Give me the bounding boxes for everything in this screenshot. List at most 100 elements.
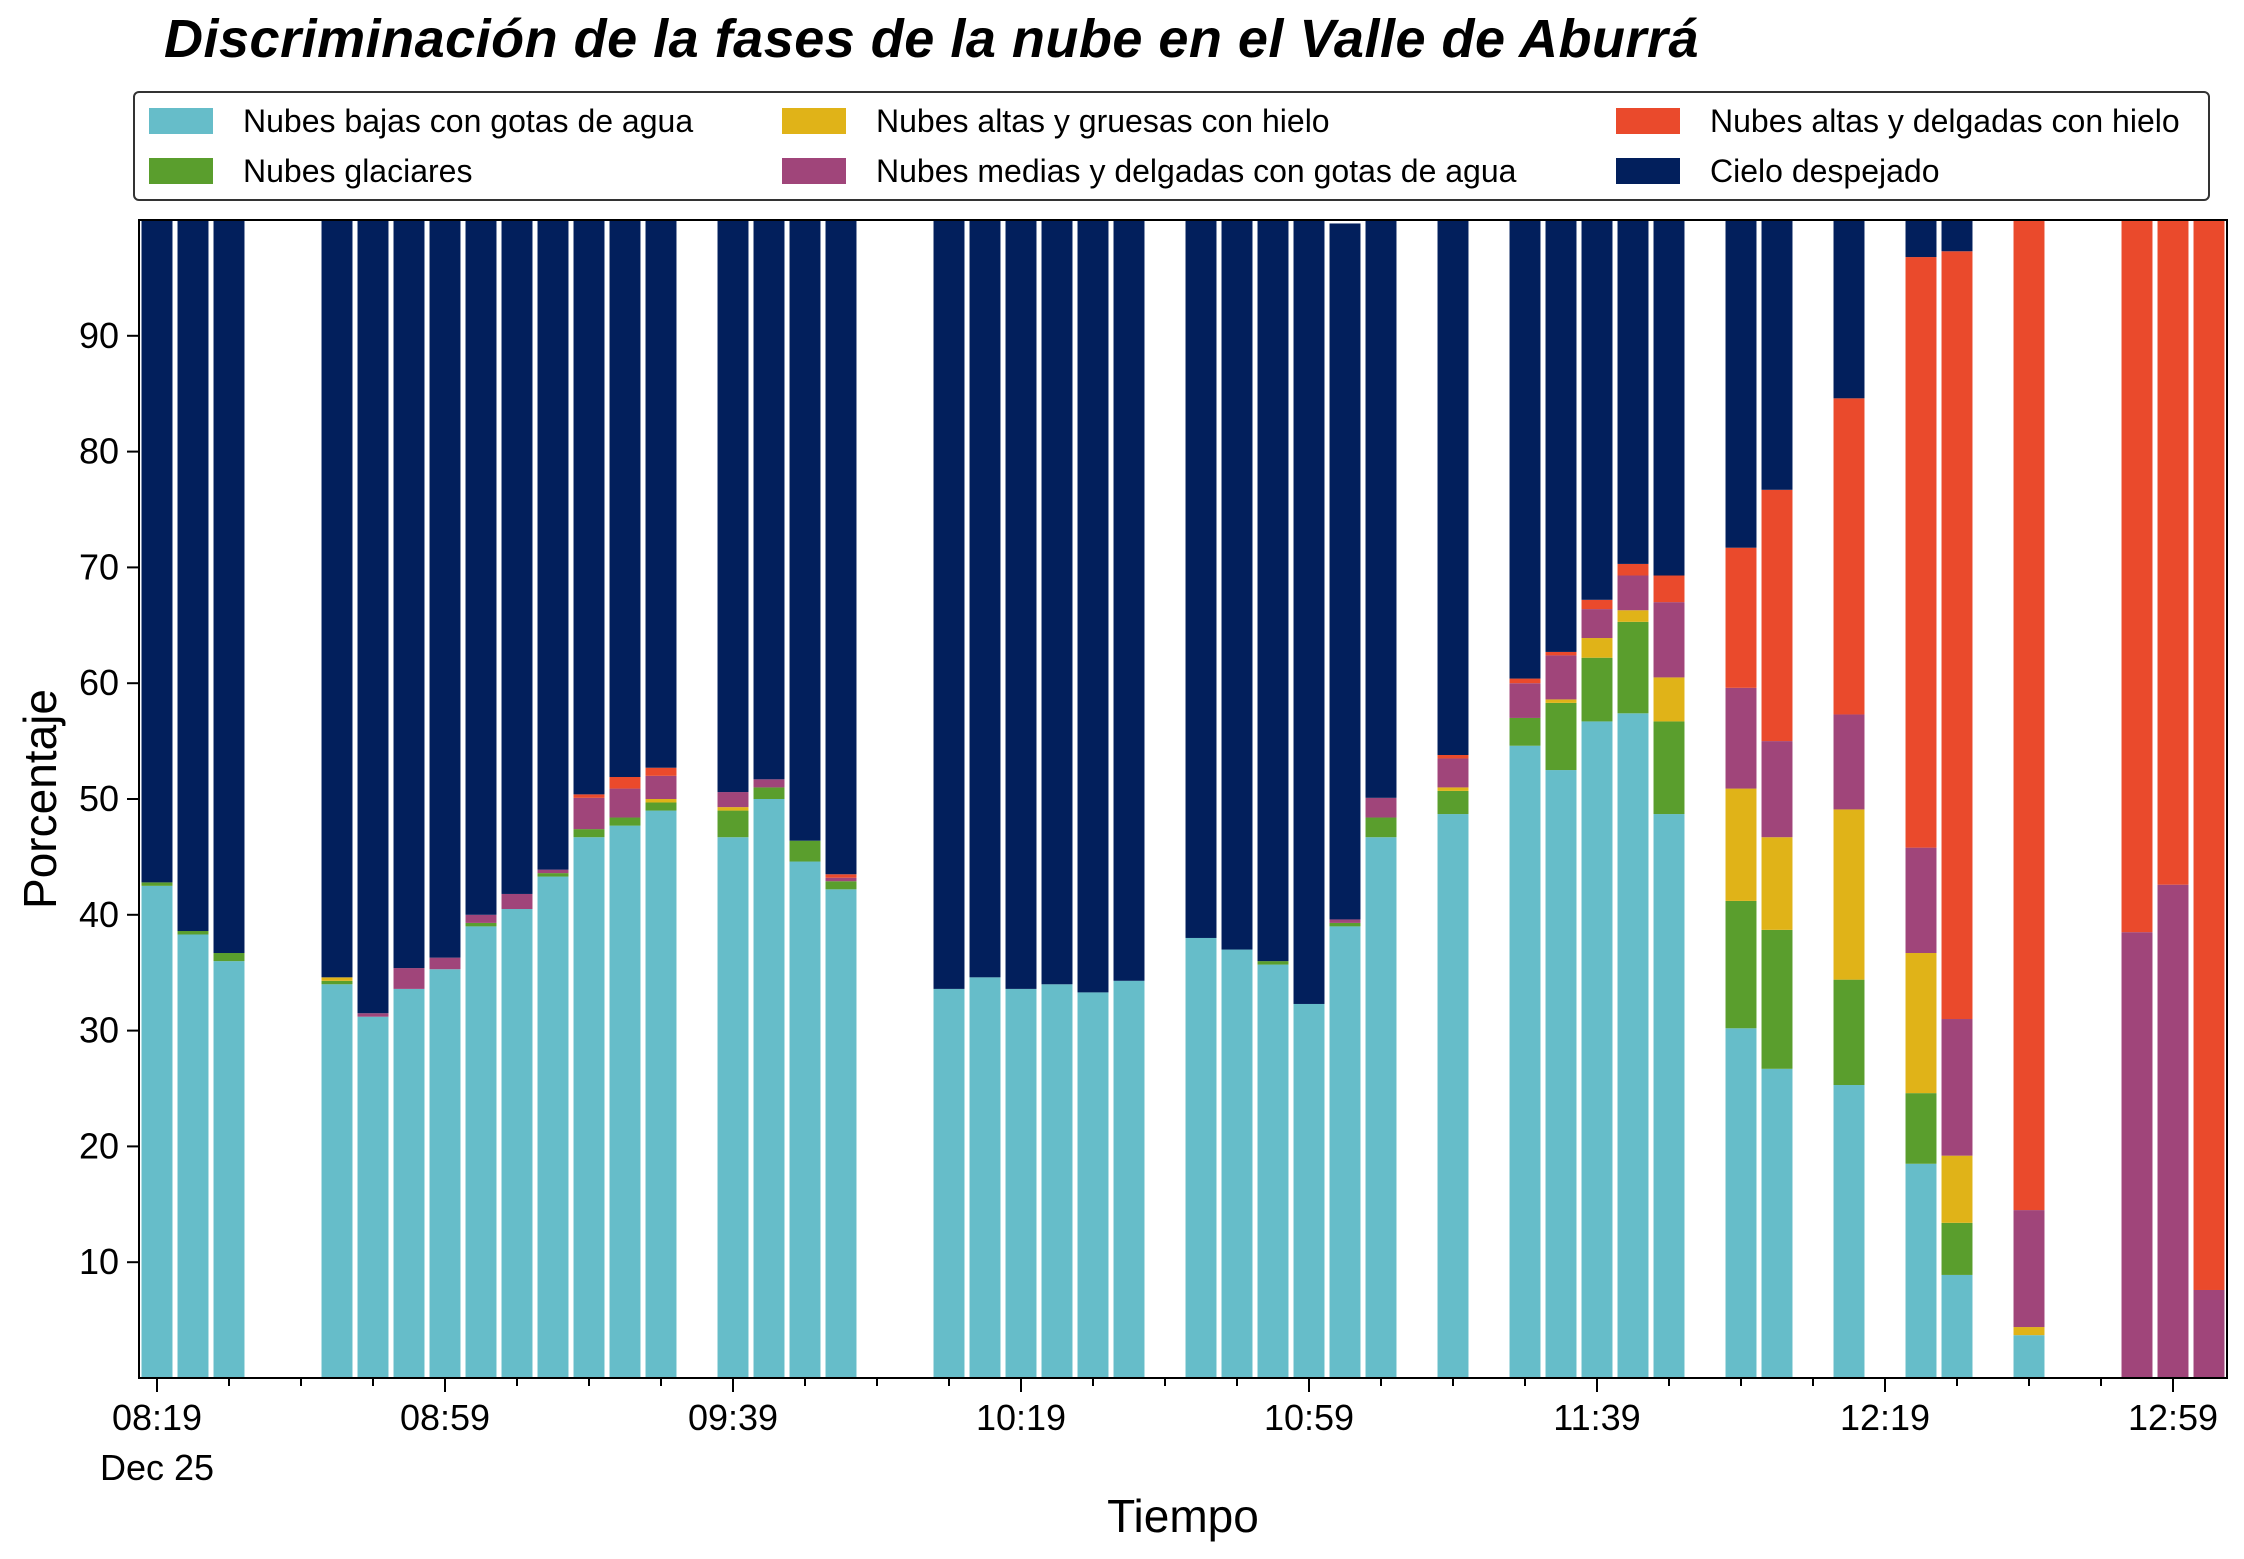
legend-label: Nubes bajas con gotas de agua bbox=[243, 102, 694, 139]
x-tick-label: 08:19 bbox=[112, 1397, 202, 1438]
bar-segment bbox=[1833, 398, 1865, 715]
bar-segment bbox=[1509, 220, 1541, 679]
legend-label: Nubes altas y gruesas con hielo bbox=[876, 102, 1330, 139]
legend-label: Nubes glaciares bbox=[243, 152, 473, 189]
bar-segment bbox=[573, 837, 605, 1378]
bar-segment bbox=[645, 799, 677, 803]
bar-segment bbox=[645, 767, 677, 776]
bar-segment bbox=[321, 977, 353, 981]
bar-segment bbox=[1941, 220, 1973, 252]
bar-segment bbox=[321, 980, 353, 985]
bar-segment bbox=[1113, 980, 1145, 1378]
bar-segment bbox=[1221, 949, 1253, 1378]
y-axis: 10 20 30 40 50 60 70 80 90 bbox=[79, 315, 139, 1282]
bar-segment bbox=[1329, 919, 1361, 923]
legend-label: Nubes altas y delgadas con hielo bbox=[1710, 102, 2180, 139]
bar-segment bbox=[501, 893, 533, 910]
bar-segment bbox=[1329, 223, 1361, 920]
bar-segment bbox=[2013, 1210, 2045, 1328]
bar-segment bbox=[1041, 984, 1073, 1378]
bar-segment bbox=[1581, 638, 1613, 658]
bar-segment bbox=[717, 837, 749, 1378]
x-tick-date-label: Dec 25 bbox=[100, 1447, 214, 1488]
legend-swatch bbox=[782, 108, 846, 134]
bar-segment bbox=[1725, 900, 1757, 1029]
x-tick-label: 10:19 bbox=[976, 1397, 1066, 1438]
bar-segment bbox=[1365, 220, 1397, 798]
bar-segment bbox=[1617, 220, 1649, 564]
bar-segment bbox=[1617, 575, 1649, 611]
legend-item: Nubes bajas con gotas de agua bbox=[149, 97, 693, 145]
bar-segment bbox=[1545, 702, 1577, 771]
bar-segment bbox=[609, 788, 641, 818]
bar-segment bbox=[933, 988, 965, 1378]
bar-segment bbox=[645, 775, 677, 799]
bar-segment bbox=[1509, 717, 1541, 746]
bar-segment bbox=[1221, 220, 1253, 950]
bar-segment bbox=[1725, 1028, 1757, 1378]
bar-segment bbox=[1545, 651, 1577, 656]
bar-segment bbox=[573, 220, 605, 795]
bar-segment bbox=[717, 792, 749, 808]
bar-segment bbox=[1077, 220, 1109, 993]
y-tick-label: 30 bbox=[79, 1010, 119, 1051]
bar-segment bbox=[1185, 937, 1217, 1378]
bar-segment bbox=[2193, 1289, 2225, 1378]
y-tick-label: 10 bbox=[79, 1241, 119, 1282]
legend-label: Nubes medias y delgadas con gotas de agu… bbox=[876, 152, 1517, 189]
bar-segment bbox=[537, 220, 569, 870]
bar-segment bbox=[1617, 621, 1649, 714]
bar-segment bbox=[1905, 257, 1937, 848]
bar-segment bbox=[465, 926, 497, 1378]
y-tick-label: 60 bbox=[79, 662, 119, 703]
x-tick-label: 12:59 bbox=[2128, 1397, 2218, 1438]
bar-segment bbox=[1545, 770, 1577, 1378]
bar-segment bbox=[825, 874, 857, 878]
bar-segment bbox=[1437, 787, 1469, 791]
y-tick-label: 80 bbox=[79, 431, 119, 472]
bar-segment bbox=[573, 829, 605, 838]
bar-segment bbox=[1005, 988, 1037, 1378]
bar-segment bbox=[1617, 610, 1649, 622]
bar-segment bbox=[465, 220, 497, 915]
bar-segment bbox=[609, 825, 641, 1378]
bar-segment bbox=[1725, 687, 1757, 789]
bar-segment bbox=[1509, 683, 1541, 718]
bar-segment bbox=[645, 802, 677, 811]
x-axis-label: Tiempo bbox=[1107, 1490, 1259, 1542]
legend-item: Nubes altas y delgadas con hielo bbox=[1616, 97, 2180, 145]
bar-segment bbox=[1293, 1003, 1325, 1378]
bar-segment bbox=[1113, 220, 1145, 981]
bar-segment bbox=[969, 977, 1001, 1378]
bar-segment bbox=[393, 220, 425, 969]
bar-segment bbox=[1257, 961, 1289, 965]
bar-segment bbox=[141, 882, 173, 886]
bar-segment bbox=[1653, 602, 1685, 678]
bar-segment bbox=[2013, 1335, 2045, 1378]
bar-segment bbox=[357, 1016, 389, 1378]
y-tick-label: 50 bbox=[79, 778, 119, 819]
legend: Nubes bajas con gotas de agua Nubes glac… bbox=[133, 91, 2210, 201]
bar-segment bbox=[1041, 220, 1073, 985]
bar-segment bbox=[1761, 837, 1793, 930]
bar-segment bbox=[825, 889, 857, 1378]
bar-segment bbox=[1905, 953, 1937, 1094]
bar-segment bbox=[429, 220, 461, 958]
bar-segment bbox=[321, 984, 353, 1378]
bar-segment bbox=[1545, 655, 1577, 700]
legend-swatch bbox=[782, 158, 846, 184]
bar-segment bbox=[537, 876, 569, 1378]
bar-segment bbox=[465, 914, 497, 923]
bar-segment bbox=[1761, 741, 1793, 838]
bar-segment bbox=[1653, 814, 1685, 1378]
bar-segment bbox=[501, 909, 533, 1378]
bar-segment bbox=[1437, 814, 1469, 1378]
bar-segment bbox=[1761, 1068, 1793, 1378]
bar-segment bbox=[2157, 220, 2189, 885]
bar-segment bbox=[1365, 817, 1397, 838]
bar-segment bbox=[1293, 220, 1325, 1004]
bar-segment bbox=[1833, 979, 1865, 1086]
bar-segment bbox=[1725, 220, 1757, 548]
bar-segment bbox=[393, 968, 425, 989]
legend-item: Nubes altas y gruesas con hielo bbox=[782, 97, 1330, 145]
